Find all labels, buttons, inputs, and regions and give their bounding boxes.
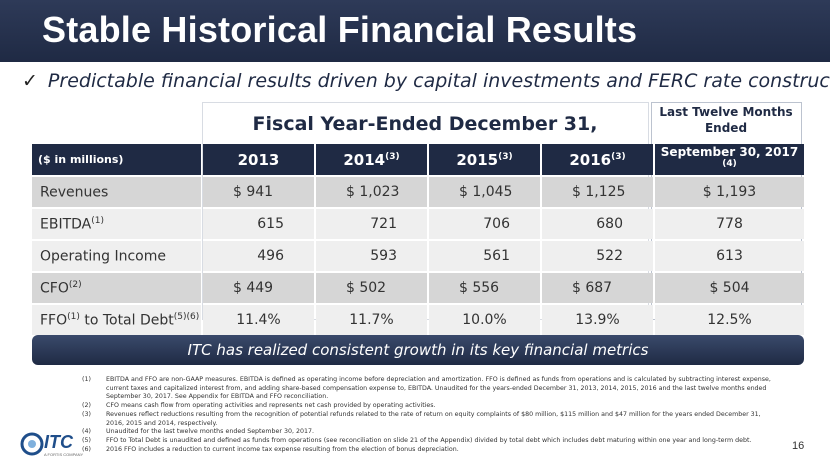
table-cell: 10.0% — [429, 305, 540, 335]
table-cell: $ 941 — [203, 177, 314, 207]
table-row: FFO(1) to Total Debt(5)(6) 11.4% 11.7% 1… — [32, 305, 804, 335]
financial-table: ($ in millions) 2013 2014(3) 2015(3) 201… — [30, 142, 806, 337]
units-label: ($ in millions) — [32, 144, 201, 175]
column-header: 2015(3) — [429, 144, 540, 175]
logo-mark-icon — [20, 432, 44, 456]
ltm-header: Last Twelve Months Ended — [659, 105, 793, 135]
table-row: EBITDA(1) 615 721 706 680 778 — [32, 209, 804, 239]
table-cell: 522 — [542, 241, 653, 271]
table-cell: 13.9% — [542, 305, 653, 335]
fiscal-year-header: Fiscal Year-Ended December 31, — [252, 113, 598, 135]
itc-logo: ITC A FORTIS COMPANY — [20, 432, 84, 462]
column-header-ltm: September 30, 2017 (4) — [655, 144, 804, 175]
table-cell: 778 — [655, 209, 804, 239]
table-cell: 593 — [316, 241, 427, 271]
table-cell: 11.7% — [316, 305, 427, 335]
key-point-text: Predictable financial results driven by … — [47, 70, 830, 92]
row-label: CFO(2) — [32, 273, 201, 303]
footnote: (1) EBITDA and FFO are non-GAAP measures.… — [82, 376, 771, 401]
key-point: ✓ Predictable financial results driven by… — [22, 70, 830, 92]
table-cell: 615 — [203, 209, 314, 239]
table-cell: $ 1,045 — [429, 177, 540, 207]
column-header: 2014(3) — [316, 144, 427, 175]
footnote: (6) 2016 FFO includes a reduction to curr… — [82, 445, 459, 453]
footnote: (5) FFO to Total Debt is unaudited and de… — [82, 436, 752, 444]
table-cell: 680 — [542, 209, 653, 239]
table-cell: 12.5% — [655, 305, 804, 335]
table-cell: $ 502 — [316, 273, 427, 303]
table-cell: $ 687 — [542, 273, 653, 303]
table-cell: 613 — [655, 241, 804, 271]
table-cell: 561 — [429, 241, 540, 271]
footnote: (3) Revenues reflect reductions resulting… — [82, 410, 761, 427]
table-cell: 11.4% — [203, 305, 314, 335]
table-cell: $ 504 — [655, 273, 804, 303]
table-cell: $ 556 — [429, 273, 540, 303]
row-label: FFO(1) to Total Debt(5)(6) — [32, 305, 201, 335]
row-label: Revenues — [32, 177, 201, 207]
table-cell: 721 — [316, 209, 427, 239]
page-number: 16 — [792, 440, 805, 452]
checkmark-icon: ✓ — [22, 70, 38, 92]
table-cell: $ 1,193 — [655, 177, 804, 207]
table-cell: 706 — [429, 209, 540, 239]
footnote: (2) CFO means cash flow from operating ac… — [82, 402, 436, 410]
table-row: Revenues $ 941 $ 1,023 $ 1,045 $ 1,125 $… — [32, 177, 804, 207]
table-cell: 496 — [203, 241, 314, 271]
table-cell: $ 449 — [203, 273, 314, 303]
table-header-row: ($ in millions) 2013 2014(3) 2015(3) 201… — [32, 144, 804, 175]
table-row: CFO(2) $ 449 $ 502 $ 556 $ 687 $ 504 — [32, 273, 804, 303]
footnote: (4) Unaudited for the last twelve months … — [82, 428, 315, 436]
summary-banner: ITC has realized consistent growth in it… — [32, 335, 804, 365]
table-cell: $ 1,023 — [316, 177, 427, 207]
title-bar: Stable Historical Financial Results — [0, 0, 830, 62]
column-header: 2013 — [203, 144, 314, 175]
column-header: 2016(3) — [542, 144, 653, 175]
row-label: Operating Income — [32, 241, 201, 271]
table-cell: $ 1,125 — [542, 177, 653, 207]
slide-title: Stable Historical Financial Results — [42, 9, 638, 50]
footnotes: (1) EBITDA and FFO are non-GAAP measures.… — [82, 376, 772, 454]
table-row: Operating Income 496 593 561 522 613 — [32, 241, 804, 271]
logo-subtitle: A FORTIS COMPANY — [44, 452, 84, 457]
row-label: EBITDA(1) — [32, 209, 201, 239]
logo-brand: ITC — [44, 432, 73, 452]
